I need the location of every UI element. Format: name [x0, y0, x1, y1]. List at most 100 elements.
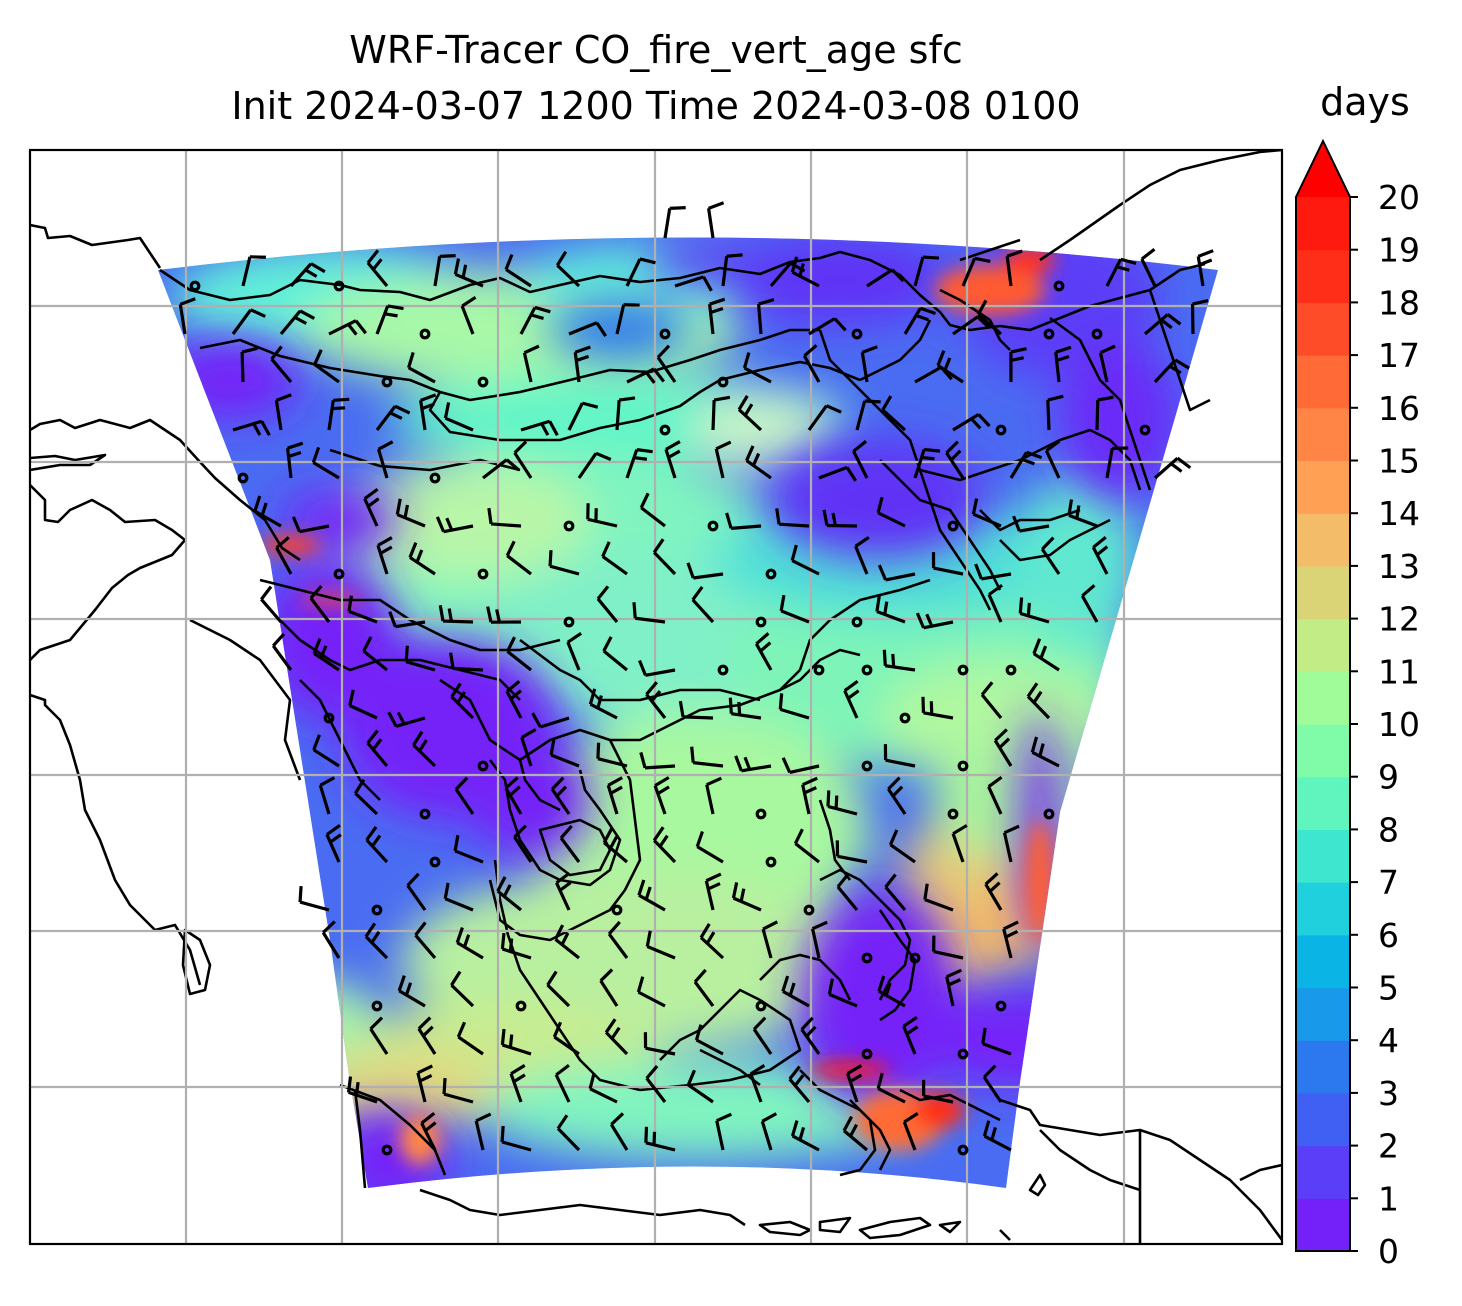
wind-barb-shaft — [843, 689, 859, 719]
wind-barb-feather — [347, 595, 354, 612]
wind-barb-shaft — [987, 593, 1003, 623]
wind-barb-feather — [604, 1018, 617, 1034]
wind-barb-shaft — [1009, 451, 1028, 479]
wind-barb-shaft — [596, 597, 619, 624]
wind-barb-shaft — [412, 743, 437, 768]
wind-barb-shaft — [993, 739, 1013, 767]
wind-barb-shaft — [987, 786, 1003, 815]
wind-barb-shaft — [743, 366, 772, 384]
wind-barb-shaft — [972, 512, 1002, 528]
wind-barb-feather — [1166, 313, 1182, 326]
wind-barb-shaft — [442, 619, 474, 624]
colorbar-tick-label: 2 — [1378, 1127, 1399, 1166]
wind-barb-feather — [802, 776, 818, 787]
wind-barb-feather — [461, 295, 477, 308]
wind-barb-feather — [778, 693, 784, 710]
wind-barb-calm — [333, 568, 345, 580]
wind-barb-shaft — [791, 559, 820, 576]
wind-barb-calm — [995, 424, 1007, 436]
wind-barb-shaft — [695, 1038, 724, 1056]
wind-barb-calm — [419, 808, 431, 820]
wind-barb-shaft — [737, 408, 763, 432]
wind-barb-feather — [559, 881, 572, 892]
wind-barb-shaft — [375, 405, 397, 431]
wind-barb-feather — [695, 831, 704, 848]
colorbar-segment — [1296, 249, 1350, 303]
wind-barb-feather — [638, 659, 647, 676]
wind-barb-shaft — [313, 363, 340, 384]
wind-barb-feather — [1026, 602, 1031, 616]
wind-barb-feather — [1010, 347, 1027, 354]
wind-barb-shaft — [505, 268, 532, 288]
wind-barb-feather — [755, 632, 770, 646]
wind-barb-shaft — [625, 449, 639, 479]
colorbar-tick-label: 15 — [1378, 442, 1420, 481]
wind-barb-feather — [455, 927, 464, 944]
wind-barb-shaft — [327, 400, 335, 431]
wind-barb-shaft — [369, 1027, 389, 1055]
wind-barb-shaft — [409, 556, 436, 576]
wind-barb-feather — [508, 938, 514, 952]
wind-barb-feather — [607, 776, 623, 787]
wind-barb-feather — [781, 757, 792, 774]
wind-barb-feather — [312, 637, 322, 654]
wind-barb-shaft — [1032, 652, 1060, 672]
wind-barb-feather — [665, 440, 681, 451]
wind-barb-shaft — [607, 932, 629, 959]
wind-barb-feather — [461, 264, 468, 278]
wind-barb-feather — [983, 1064, 997, 1079]
wind-barb-shaft — [589, 1087, 618, 1104]
wind-barb-feather — [637, 879, 646, 896]
wind-barb-feather — [1038, 743, 1045, 757]
wind-barb-feather — [1012, 515, 1021, 532]
wind-barb-shaft — [313, 652, 340, 672]
wind-barb-feather — [404, 645, 409, 662]
wind-barb-shaft — [504, 787, 523, 815]
wind-barb-feather — [419, 1073, 433, 1083]
wind-barb-calm — [861, 760, 873, 772]
wind-barb-feather — [377, 536, 393, 547]
wind-barb-feather — [656, 344, 671, 359]
wind-barb-shaft — [604, 1031, 629, 1056]
colorbar-label: days — [1320, 80, 1410, 124]
wind-barb-shaft — [482, 458, 508, 480]
wind-barb-feather — [299, 309, 316, 320]
wind-barb-feather — [925, 613, 934, 627]
wind-barb-shaft — [791, 1134, 820, 1152]
wind-barb-shaft — [1019, 611, 1050, 624]
wind-barb-feather — [658, 834, 669, 848]
wind-barb-feather — [852, 439, 868, 453]
wind-barb-feather — [686, 1069, 696, 1086]
wind-barb-feather — [984, 872, 999, 886]
wind-barb-feather — [905, 1025, 919, 1036]
wind-barb-shaft — [980, 693, 1003, 720]
wind-barb-shaft — [887, 788, 907, 815]
wind-barb-shaft — [546, 983, 571, 1008]
wind-barb-feather — [950, 449, 962, 462]
wind-barb-shaft — [407, 366, 436, 384]
wind-barb-feather — [602, 636, 613, 652]
wind-barb-calm — [381, 376, 393, 388]
wind-barb-shaft — [923, 1094, 954, 1104]
wind-barb-shaft — [1031, 750, 1060, 768]
colorbar-segment — [1296, 460, 1350, 514]
wind-barb-shaft — [811, 928, 821, 959]
wind-barb-shaft — [1105, 258, 1123, 287]
wind-barb-feather — [287, 441, 304, 450]
colorbar-segment — [1296, 618, 1350, 672]
wind-barb-feather — [743, 403, 754, 417]
wind-barb-feather — [607, 920, 621, 935]
wind-barb-feather — [751, 452, 761, 467]
wind-barb-shaft — [644, 764, 676, 770]
wind-barb-shaft — [626, 367, 655, 384]
wind-barb-shaft — [903, 307, 922, 335]
wind-barb-shaft — [687, 1083, 714, 1104]
wind-barb-calm — [909, 952, 921, 964]
wind-barb-shaft — [554, 938, 580, 960]
wind-barb-feather — [1018, 597, 1024, 614]
wind-barb-shaft — [981, 572, 1012, 581]
wind-barb-feather — [903, 1111, 919, 1124]
wind-barb-shaft — [788, 1078, 811, 1104]
wind-barb-feather — [788, 1065, 801, 1081]
wind-barb-feather — [369, 1016, 384, 1030]
